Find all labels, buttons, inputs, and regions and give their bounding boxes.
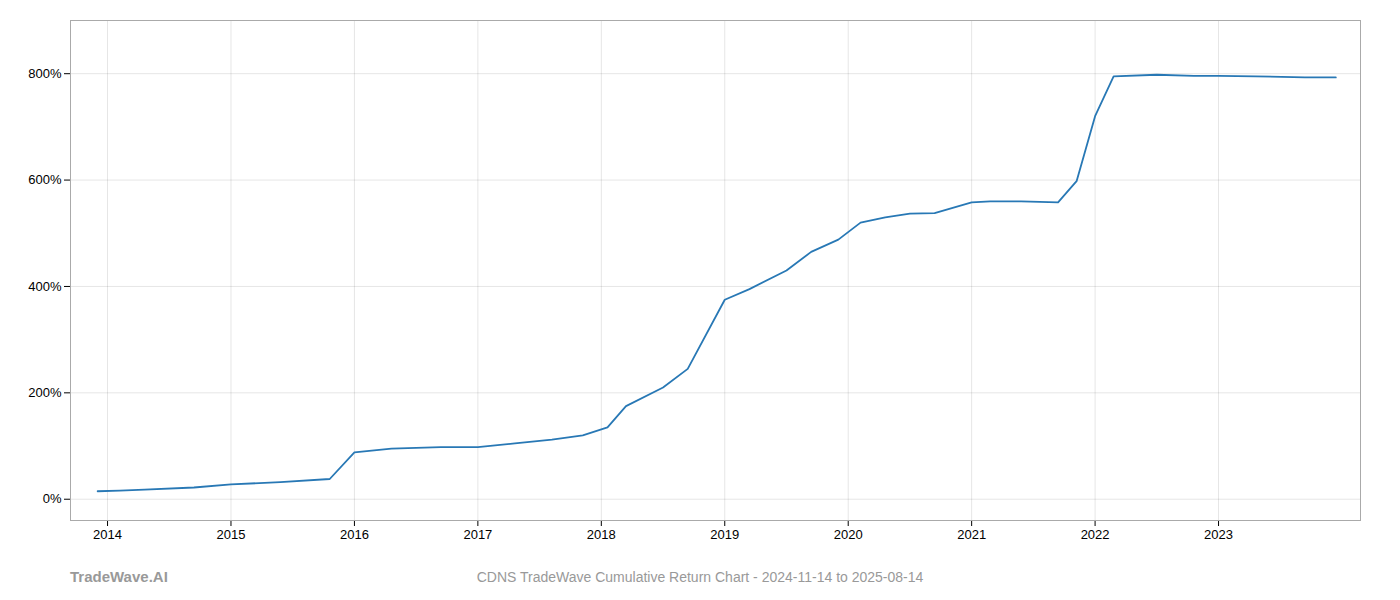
svg-text:2021: 2021 <box>957 527 986 542</box>
svg-text:200%: 200% <box>28 385 62 400</box>
svg-text:2014: 2014 <box>93 527 122 542</box>
svg-text:0%: 0% <box>43 491 62 506</box>
svg-text:2015: 2015 <box>217 527 246 542</box>
svg-text:600%: 600% <box>28 172 62 187</box>
svg-text:2020: 2020 <box>834 527 863 542</box>
svg-text:2019: 2019 <box>710 527 739 542</box>
html-text:TradeWave.AI: TradeWave.AI <box>70 568 168 585</box>
svg-text:2023: 2023 <box>1204 527 1233 542</box>
svg-text:2018: 2018 <box>587 527 616 542</box>
svg-text:2016: 2016 <box>340 527 369 542</box>
html-text:CDNS TradeWave Cumulative Retu: CDNS TradeWave Cumulative Return Chart -… <box>476 569 924 585</box>
svg-text:800%: 800% <box>28 66 62 81</box>
svg-text:400%: 400% <box>28 279 62 294</box>
svg-text:2017: 2017 <box>463 527 492 542</box>
svg-text:2022: 2022 <box>1081 527 1110 542</box>
